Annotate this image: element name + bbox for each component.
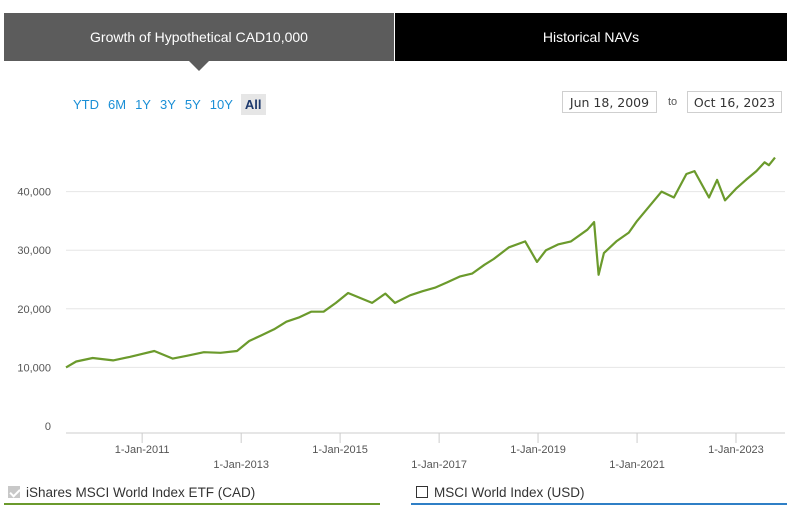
legend-item-msci[interactable]: MSCI World Index (USD) xyxy=(416,478,585,506)
date-to-input[interactable]: Oct 16, 2023 xyxy=(687,91,782,113)
growth-chart: 0 10,000 20,000 30,000 40,000 1-Jan-2011 1-Jan… xyxy=(17,156,785,470)
range-all-button[interactable]: All xyxy=(240,93,266,115)
legend-item-ishares[interactable]: iShares MSCI World Index ETF (CAD) xyxy=(8,478,255,506)
range-6m-button[interactable]: 6M xyxy=(108,96,127,112)
legend-label-msci: MSCI World Index (USD) xyxy=(434,484,585,500)
x-tick-label: 1-Jan-2019 xyxy=(510,444,566,456)
y-tick-label: 0 xyxy=(45,421,51,433)
x-tick-label: 1-Jan-2013 xyxy=(213,459,269,470)
grid-lines xyxy=(66,191,785,368)
legend-label-ishares: iShares MSCI World Index ETF (CAD) xyxy=(26,484,256,500)
date-from-input[interactable]: Jun 18, 2009 xyxy=(562,91,657,113)
x-tick-label: 1-Jan-2017 xyxy=(411,459,467,470)
checkbox-ishares[interactable] xyxy=(8,486,20,498)
y-tick-label: 40,000 xyxy=(17,187,51,199)
range-1y-button[interactable]: 1Y xyxy=(135,96,151,112)
tab-historical-navs[interactable]: Historical NAVs xyxy=(395,13,787,61)
active-tab-caret xyxy=(189,61,209,71)
x-tick-label: 1-Jan-2011 xyxy=(115,444,170,456)
checkbox-msci[interactable] xyxy=(416,486,428,498)
y-tick-label: 30,000 xyxy=(17,245,51,257)
x-tick-label: 1-Jan-2023 xyxy=(708,444,764,456)
tab-growth[interactable]: Growth of Hypothetical CAD10,000 xyxy=(4,13,394,61)
range-5y-button[interactable]: 5Y xyxy=(184,96,201,112)
tab-growth-label: Growth of Hypothetical CAD10,000 xyxy=(90,29,308,45)
range-10y-button[interactable]: 10Y xyxy=(209,96,233,112)
legend-underline-ishares xyxy=(4,503,380,505)
tab-historical-navs-label: Historical NAVs xyxy=(542,29,640,45)
range-selector: YTD 6M 1Y 3Y 5Y 10Y All xyxy=(72,92,273,116)
date-to-label: to xyxy=(668,96,678,108)
y-tick-label: 10,000 xyxy=(17,362,51,374)
x-tick-label: 1-Jan-2021 xyxy=(609,459,665,470)
range-ytd-button[interactable]: YTD xyxy=(73,96,99,112)
y-tick-label: 20,000 xyxy=(17,304,51,316)
range-3y-button[interactable]: 3Y xyxy=(159,96,176,112)
series-line-ishares xyxy=(65,156,776,369)
legend-underline-msci xyxy=(411,503,787,505)
x-tick-label: 1-Jan-2015 xyxy=(312,444,368,456)
axes: 0 10,000 20,000 30,000 40,000 1-Jan-2011 1-Jan… xyxy=(17,187,785,470)
